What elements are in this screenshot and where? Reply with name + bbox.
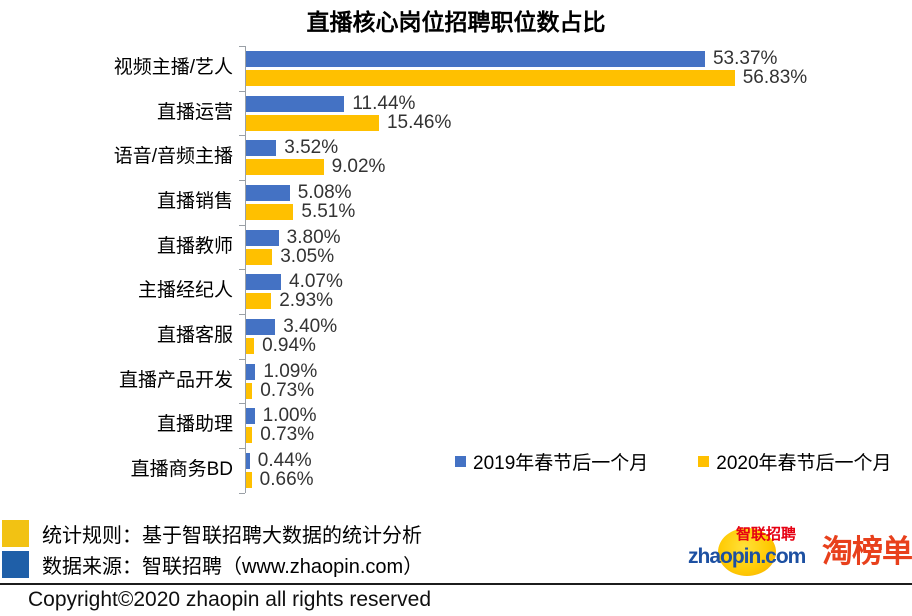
bar-blue	[246, 51, 705, 67]
legend-swatch-icon	[698, 456, 710, 467]
axis-tick	[239, 224, 245, 226]
value-label: 0.94%	[262, 334, 316, 356]
bar-yellow	[246, 337, 255, 354]
zhaopin-logo-ellipse-icon	[718, 528, 776, 576]
chart-title: 直播核心岗位招聘职位数占比	[306, 9, 606, 35]
legend-label: 2019年春节后一个月	[473, 453, 649, 474]
value-label: 2.93%	[279, 290, 334, 312]
bar-yellow	[246, 114, 379, 131]
legend-label: 2020年春节后一个月	[716, 453, 892, 474]
category-label: 直播运营	[156, 101, 233, 123]
bar-yellow	[246, 70, 735, 86]
bar-yellow	[246, 382, 253, 399]
value-label: 3.80%	[286, 226, 341, 248]
bar-blue	[246, 408, 255, 425]
footnotes: 统计规则：基于智联招聘大数据的统计分析 数据来源：智联招聘（www.zhaopi…	[2, 518, 423, 580]
zhaopin-logo-wordmark: zhaopin.com	[688, 545, 806, 568]
bar-yellow	[246, 427, 253, 444]
bar-yellow	[246, 203, 294, 220]
chart-legend: 2019年春节后一个月 2020年春节后一个月	[455, 448, 892, 475]
y-axis-line	[245, 46, 246, 493]
zhaopin-logo-chinese: 智联招聘	[736, 526, 797, 543]
value-label: 3.05%	[280, 245, 335, 267]
bar-blue	[246, 95, 345, 112]
blue-square-icon	[2, 551, 29, 578]
axis-tick	[239, 358, 245, 360]
bar-blue	[246, 452, 250, 469]
bar-blue	[246, 140, 277, 157]
axis-tick	[239, 313, 245, 315]
category-label: 直播产品开发	[118, 369, 233, 391]
taobangdan-logo: 淘榜单	[822, 534, 912, 569]
bar-blue	[246, 184, 290, 201]
value-label: 5.51%	[301, 200, 356, 222]
axis-tick	[239, 269, 245, 271]
note-data-source: 数据来源：智联招聘（www.zhaopin.com）	[2, 549, 423, 580]
value-label: 3.52%	[284, 137, 339, 159]
yellow-square-icon	[2, 520, 29, 547]
axis-tick	[239, 135, 245, 137]
footer-divider	[0, 583, 912, 585]
value-label: 5.08%	[297, 181, 352, 203]
legend-swatch-icon	[455, 456, 466, 467]
legend-item: 2020年春节后一个月	[698, 448, 892, 475]
value-label: 3.40%	[283, 315, 338, 337]
value-label: 1.09%	[263, 360, 318, 382]
axis-tick	[239, 403, 245, 405]
axis-tick	[239, 90, 245, 92]
category-label: 语音/音频主播	[113, 146, 233, 168]
value-label: 0.66%	[259, 468, 314, 490]
bar-yellow	[246, 293, 272, 310]
note-data-source-text: 数据来源：智联招聘（www.zhaopin.com）	[42, 556, 424, 578]
note-stat-rule-text: 统计规则：基于智联招聘大数据的统计分析	[42, 525, 422, 547]
legend-item: 2019年春节后一个月	[455, 448, 648, 475]
bar-yellow	[246, 159, 324, 176]
value-label: 0.44%	[257, 449, 312, 471]
value-label: 9.02%	[331, 156, 386, 178]
value-label: 11.44%	[352, 92, 416, 114]
axis-tick	[239, 492, 245, 494]
axis-tick	[239, 179, 245, 181]
value-label: 0.73%	[260, 424, 315, 446]
value-label: 56.83%	[742, 67, 808, 88]
bar-blue	[246, 318, 276, 335]
bar-blue	[246, 229, 279, 246]
axis-tick	[239, 46, 245, 47]
value-label: 4.07%	[289, 271, 343, 293]
bar-yellow	[246, 471, 252, 488]
note-stat-rule: 统计规则：基于智联招聘大数据的统计分析	[2, 518, 423, 549]
category-label: 主播经纪人	[137, 280, 233, 302]
category-label: 直播教师	[156, 235, 233, 257]
bar-yellow	[246, 248, 273, 265]
category-label: 直播销售	[156, 190, 233, 212]
category-label: 直播助理	[156, 414, 233, 436]
copyright-text: Copyright©2020 zhaopin all rights reserv…	[28, 588, 432, 611]
value-label: 15.46%	[386, 111, 452, 133]
zhaopin-logo: 智联招聘 zhaopin.com	[688, 522, 813, 582]
axis-tick	[239, 447, 245, 449]
bar-blue	[246, 363, 256, 380]
value-label: 1.00%	[262, 405, 317, 427]
value-label: 0.73%	[260, 379, 315, 401]
category-label: 直播商务BD	[130, 458, 233, 480]
bar-blue	[246, 274, 281, 291]
value-label: 53.37%	[712, 48, 778, 69]
category-label: 视频主播/艺人	[113, 57, 233, 78]
category-label: 直播客服	[156, 324, 233, 346]
